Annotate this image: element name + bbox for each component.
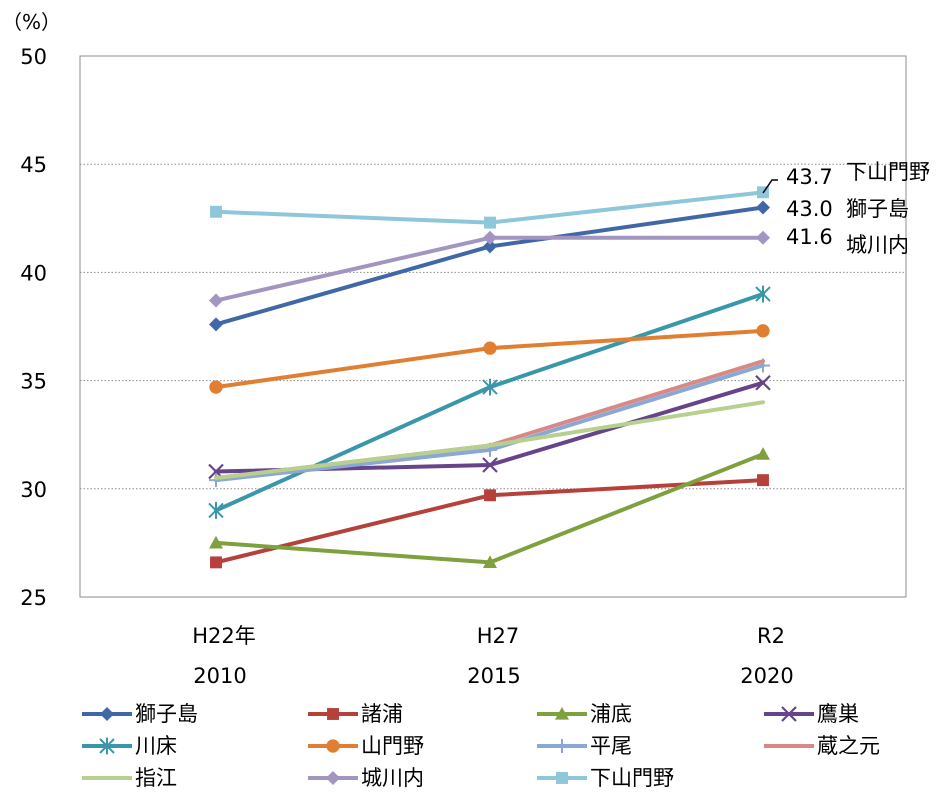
series-line [214, 380, 765, 474]
legend-marker [326, 771, 340, 785]
grid-lines [80, 163, 906, 490]
series-line [214, 328, 765, 390]
legend-item: 川床 [82, 734, 177, 758]
data-point [209, 535, 223, 549]
y-tick-label: 40 [20, 261, 47, 285]
legend-item: 鷹巣 [764, 702, 859, 726]
series-line [214, 359, 765, 480]
data-point [209, 293, 223, 308]
x-tick-year-label: 2010 [193, 664, 246, 688]
legend-label: 川床 [135, 734, 177, 758]
x-tick-label: H27 [477, 624, 520, 648]
data-point [756, 324, 770, 338]
plot-area-border [79, 55, 907, 598]
x-tick-label: R2 [757, 624, 785, 648]
data-point [483, 555, 497, 568]
y-tick-label: 35 [20, 370, 47, 394]
data-point [208, 502, 224, 519]
annotation-value-shishijima: 43.0 [786, 197, 833, 221]
legend-marker [556, 772, 568, 784]
annotation-name-shishijima: 獅子島 [846, 197, 909, 221]
y-axis-unit-label: （%） [2, 10, 61, 34]
series-1 [210, 474, 769, 569]
legend-marker [326, 739, 340, 753]
legend-item: 獅子島 [82, 702, 198, 726]
legend-item: 諸浦 [308, 702, 403, 726]
data-point [756, 200, 770, 215]
legend-marker [555, 707, 569, 720]
data-point [209, 317, 223, 332]
series-line [214, 292, 765, 513]
series-5 [209, 324, 770, 394]
series-0 [209, 200, 770, 332]
legend-label: 蔵之元 [817, 734, 880, 758]
legend-marker [327, 708, 339, 720]
legend-marker [100, 707, 114, 721]
data-point [484, 489, 496, 502]
series-6 [209, 358, 770, 488]
legend-label: 鷹巣 [817, 702, 859, 726]
data-point [482, 378, 498, 396]
legend-item: 下山門野 [537, 766, 674, 790]
legend-item: 浦底 [537, 702, 632, 726]
legend-label: 山門野 [361, 734, 424, 758]
legend-marker [781, 706, 797, 722]
y-axis-ticks: 25 30 35 40 45 50 [20, 45, 47, 610]
y-tick-label: 30 [20, 478, 47, 502]
annotation-value-shimoyamadono: 43.7 [786, 165, 833, 189]
data-point [483, 239, 497, 254]
y-tick-label: 25 [20, 586, 47, 610]
legend-marker [555, 739, 569, 753]
data-point [757, 474, 769, 487]
x-tick-year-label: 2020 [740, 664, 793, 688]
data-point [484, 216, 496, 229]
legend-item: 蔵之元 [764, 734, 880, 758]
x-tick-year-label: 2015 [467, 664, 520, 688]
legend-label: 諸浦 [361, 702, 403, 726]
data-point [482, 457, 498, 473]
data-point [755, 374, 771, 391]
data-point [210, 556, 222, 569]
series-10 [210, 186, 769, 229]
series-8 [214, 400, 765, 480]
data-point [209, 380, 223, 394]
series-9 [209, 230, 770, 308]
annotation-name-shimoyamadono: 下山門野 [846, 160, 930, 184]
legend-item: 城川内 [308, 766, 424, 790]
x-axis-ticks: H22年 2010 H27 2015 R2 2020 [192, 624, 793, 688]
data-point [209, 473, 223, 488]
series-layer [208, 186, 771, 569]
x-tick-label: H22年 [192, 624, 256, 648]
data-point [483, 341, 497, 355]
legend-item: 指江 [82, 766, 177, 790]
end-annotations: 43.7 下山門野 43.0 獅子島 41.6 城川内 [762, 160, 930, 257]
legend-item: 山門野 [308, 734, 424, 758]
legend-label: 平尾 [590, 734, 632, 758]
data-point [756, 447, 770, 460]
legend-label: 浦底 [590, 702, 632, 726]
data-point [755, 285, 771, 303]
data-point [483, 230, 497, 245]
annotation-name-jokawauchi: 城川内 [846, 233, 909, 257]
y-tick-label: 45 [20, 153, 47, 177]
data-point [756, 230, 770, 245]
legend-label: 城川内 [361, 766, 424, 790]
legend-label: 指江 [135, 766, 177, 790]
data-point [210, 205, 222, 218]
legend-label: 下山門野 [590, 766, 674, 790]
legend-label: 獅子島 [135, 702, 198, 726]
series-7 [214, 359, 765, 480]
legend-marker [99, 737, 115, 755]
annotation-leader-line [762, 179, 778, 194]
legend-item: 平尾 [537, 734, 632, 758]
y-tick-label: 50 [20, 45, 47, 69]
annotation-value-jokawauchi: 41.6 [786, 225, 833, 249]
series-line [214, 400, 765, 480]
series-2 [209, 447, 770, 568]
